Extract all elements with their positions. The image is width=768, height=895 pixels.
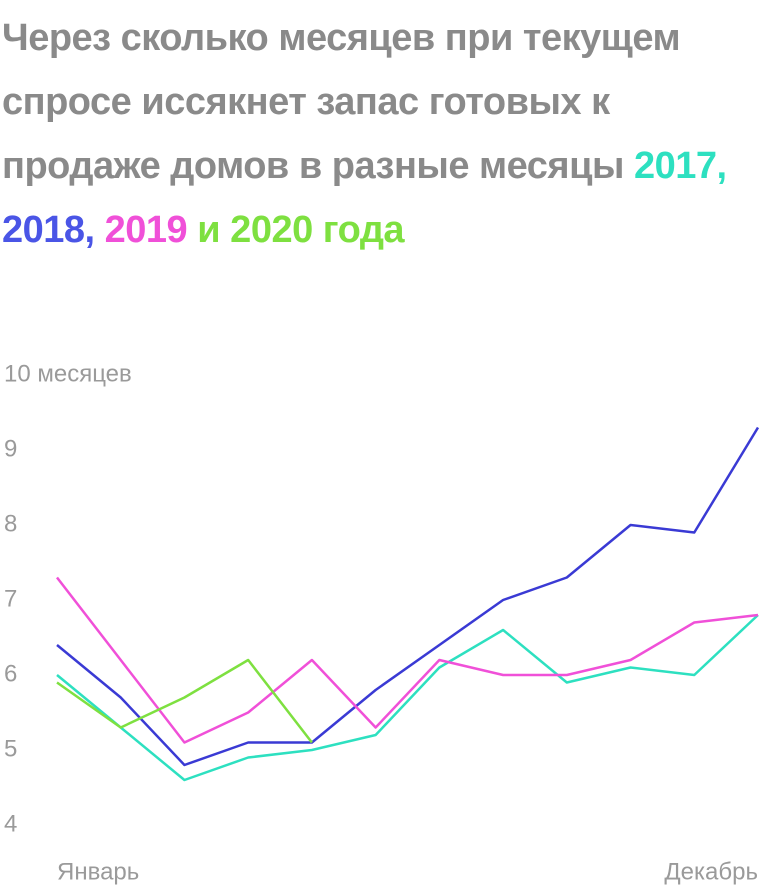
series-line bbox=[56, 576, 759, 744]
x-tick-label: Декабрь bbox=[664, 858, 758, 885]
y-tick-label: 10 месяцев bbox=[4, 360, 132, 387]
title-part: 2017, bbox=[633, 145, 727, 187]
y-tick-label: 7 bbox=[4, 585, 17, 612]
title-part: и 2020 года bbox=[197, 209, 405, 251]
x-tick-label: Январь bbox=[57, 858, 139, 885]
y-tick-label: 5 bbox=[4, 735, 17, 762]
title-part: Через сколько месяцев при текущем спросе… bbox=[2, 17, 681, 187]
series-line bbox=[56, 614, 759, 782]
chart-title: Через сколько месяцев при текущем спросе… bbox=[2, 6, 766, 262]
series-line bbox=[56, 426, 760, 767]
series-line bbox=[56, 658, 313, 744]
title-part: 2018, bbox=[2, 209, 95, 251]
y-tick-label: 4 bbox=[4, 810, 17, 837]
y-tick-label: 6 bbox=[4, 660, 17, 687]
y-tick-label: 8 bbox=[4, 510, 17, 537]
title-part: 2019 bbox=[104, 209, 188, 251]
y-tick-label: 9 bbox=[4, 435, 17, 462]
